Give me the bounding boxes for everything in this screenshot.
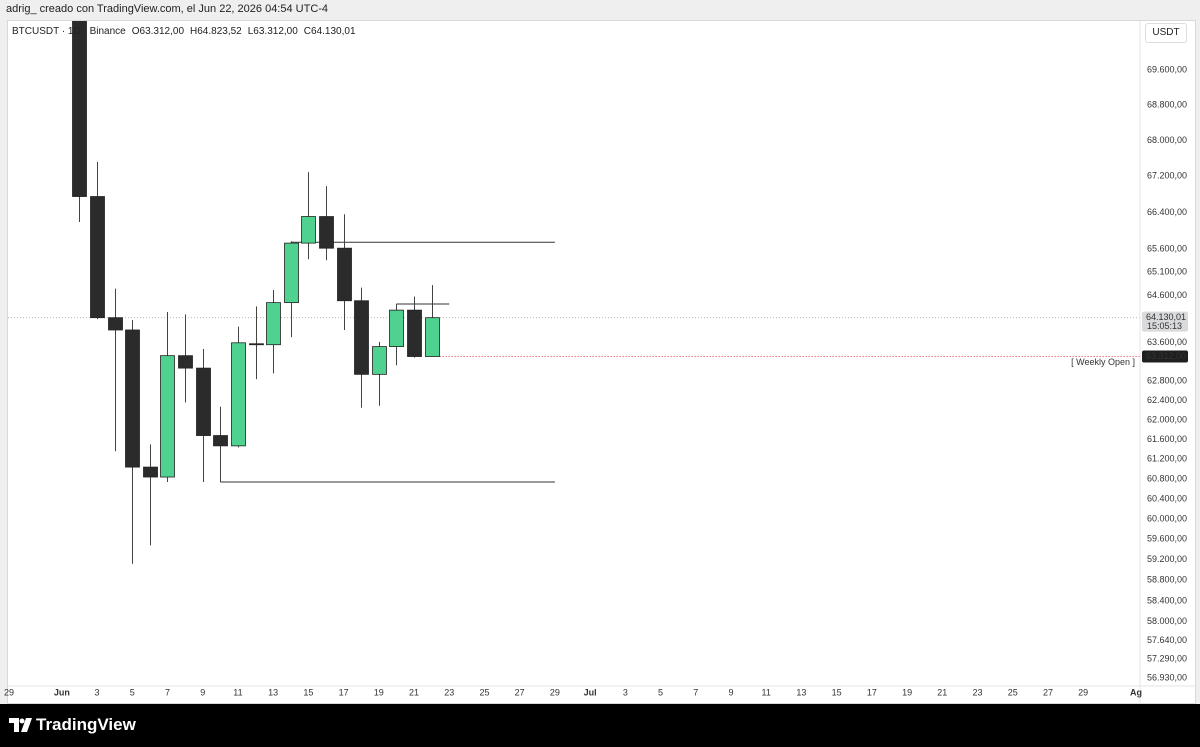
candle-body [143,466,158,478]
y-tick-label: 59.600,00 [1147,534,1187,544]
y-tick-label: 61.600,00 [1147,434,1187,444]
plot-area [8,21,1140,564]
y-tick-label: 58.800,00 [1147,575,1187,585]
x-tick-label: 17 [867,687,877,697]
y-tick-label: 61.200,00 [1147,454,1187,464]
candle-body [72,21,87,197]
x-tick-label: 21 [409,687,419,697]
y-tick-label: 68.800,00 [1147,99,1187,109]
x-tick-label: Ag [1130,687,1142,697]
y-tick-label: 64.600,00 [1147,290,1187,300]
x-tick-label: 13 [268,687,278,697]
x-tick-label: 5 [130,687,135,697]
x-tick-label: 29 [550,687,560,697]
x-tick-label: 11 [233,687,242,697]
last-price-box [1142,311,1188,332]
y-tick-label: 65.100,00 [1147,267,1187,277]
candle-body [301,216,316,244]
currency-button[interactable]: USDT [1145,23,1187,43]
x-tick-label: 21 [937,687,947,697]
candle-body [337,247,352,302]
x-tick-label: 7 [693,687,698,697]
x-tick-label: 29 [1078,687,1088,697]
candle-body [178,355,193,369]
x-tick-label: 5 [658,687,663,697]
x-tick-label: Jun [54,687,70,697]
x-tick-label: 3 [95,687,100,697]
ohlc-high: H64.823,52 [190,26,242,37]
candle-body [284,242,299,304]
last-price-label: 64.130,01 [1146,312,1186,322]
y-tick-label: 59.200,00 [1147,554,1187,564]
x-tick-label: 11 [762,687,771,697]
candle-body [125,329,140,468]
x-tick-label: 27 [515,687,525,697]
x-tick-label: 25 [479,687,489,697]
y-tick-label: 67.200,00 [1147,171,1187,181]
weekly-open-box [1142,350,1188,363]
candle-body [425,317,440,357]
y-tick-label: 57.640,00 [1147,635,1187,645]
candle-body [266,302,281,346]
ohlc-close: C64.130,01 [303,26,356,37]
x-tick-label: 23 [444,687,454,697]
y-tick-label: 56.930,00 [1147,672,1187,682]
candle-body [319,216,334,249]
candle-body [160,355,175,478]
y-tick-label: 66.400,00 [1147,207,1187,217]
y-tick-label: 62.000,00 [1147,414,1187,424]
candle-body [407,309,422,357]
x-tick-label: 7 [165,687,170,697]
legend: BTCUSDT · 1D · Binance O63.312,00 H64.82… [12,26,356,37]
y-tick-label: 65.600,00 [1147,243,1187,253]
ohlc-open: O63.312,00 [131,26,185,37]
y-tick-label: 62.400,00 [1147,395,1187,405]
x-tick-label: 19 [902,687,912,697]
candle-body [389,309,404,347]
x-tick-label: 19 [374,687,384,697]
symbol: BTCUSDT · 1D · Binance [12,26,126,37]
candle-body [196,367,211,436]
y-tick-label: 60.800,00 [1147,473,1187,483]
candle-body [249,343,264,346]
candle-body [213,435,228,447]
logo-mark [9,718,32,732]
candle-body [354,300,369,375]
weekly-open-name: [ Weekly Open ] [1071,357,1135,367]
y-tick-label: 60.000,00 [1147,513,1187,523]
x-tick-label: 3 [623,687,628,697]
footer: TradingView [0,704,1200,747]
y-tick-label: 58.000,00 [1147,616,1187,626]
chart-frame [7,20,1196,704]
candle-body [90,196,105,319]
x-tick-label: Jul [584,687,597,697]
x-tick-label: 29 [4,687,14,697]
x-tick-label: 15 [832,687,842,697]
countdown-label: 15:05:13 [1147,321,1182,331]
y-tick-label: 69.600,00 [1147,64,1187,74]
x-tick-label: 9 [728,687,733,697]
y-tick-label: 57.290,00 [1147,653,1187,663]
y-tick-label: 63.600,00 [1147,337,1187,347]
x-tick-label: 13 [796,687,806,697]
logo-text: TradingView [36,715,136,734]
x-tick-label: 25 [1008,687,1018,697]
x-tick-label: 15 [303,687,313,697]
candle-body [231,342,246,447]
x-tick-label: 9 [200,687,205,697]
y-tick-label: 58.400,00 [1147,595,1187,605]
weekly-open-price: 63.312,00 [1146,351,1186,361]
chart: 69.600,00 68.800,00 68.000,00 67.200,00 66.4… [4,21,1195,703]
candle-body [108,317,123,331]
x-tick-label: 17 [339,687,349,697]
ohlc-low: L63.312,00 [247,26,298,37]
y-tick-label: 62.800,00 [1147,375,1187,385]
y-tick-label: 68.000,00 [1147,135,1187,145]
x-tick-label: 27 [1043,687,1053,697]
x-tick-label: 23 [973,687,983,697]
header-text: adrig_ creado con TradingView.com, el Ju… [6,3,329,15]
candle-body [372,346,387,375]
y-tick-label: 60.400,00 [1147,493,1187,503]
